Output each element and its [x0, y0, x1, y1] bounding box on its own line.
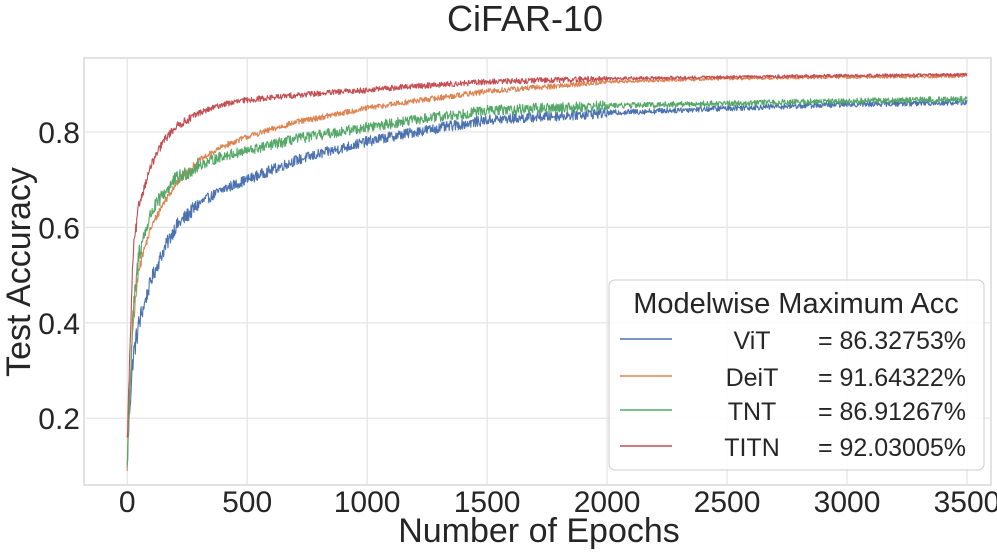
legend-series-name: ViT — [733, 327, 770, 355]
y-tick-labels: 0.2 0.4 0.6 0.8 — [38, 117, 80, 436]
series-lines — [126, 72, 968, 472]
x-tick-label: 3000 — [814, 486, 881, 519]
x-tick-label: 3500 — [934, 486, 997, 519]
legend-title: Modelwise Maximum Acc — [633, 288, 959, 320]
x-tick-label: 1000 — [334, 486, 401, 519]
series-line-deit — [126, 74, 968, 472]
legend: Modelwise Maximum Acc ViT = 86.32753% DeiT… — [608, 279, 985, 471]
x-tick-label: 1500 — [454, 486, 521, 519]
x-tick-label: 500 — [222, 486, 272, 519]
y-tick-label: 0.8 — [38, 117, 80, 150]
x-tick-labels: 0 500 1000 1500 2000 2500 3000 3500 — [119, 486, 997, 519]
legend-entries: ViT = 86.32753% DeiT = 91.64322% TNT = 86.912… — [620, 327, 966, 462]
legend-series-value: = 92.03005% — [818, 434, 966, 462]
legend-series-value: = 86.32753% — [818, 327, 966, 355]
y-tick-label: 0.6 — [38, 212, 80, 245]
x-tick-label: 2500 — [694, 486, 761, 519]
legend-series-name: TNT — [728, 398, 777, 426]
x-tick-label: 0 — [119, 486, 136, 519]
legend-series-value: = 86.91267% — [818, 398, 966, 426]
series-line-vit — [126, 99, 968, 462]
x-axis-title: Number of Epochs — [398, 512, 680, 550]
series-line-titn — [126, 72, 968, 438]
chart-title: CiFAR-10 — [447, 0, 603, 39]
x-tick-label: 2000 — [574, 486, 641, 519]
legend-series-value: = 91.64322% — [818, 364, 966, 392]
legend-box — [608, 279, 985, 471]
legend-series-name: DeiT — [726, 364, 779, 392]
series-line-tnt — [126, 95, 968, 467]
legend-series-name: TITN — [724, 434, 780, 462]
y-axis-title: Test Accuracy — [0, 167, 38, 377]
y-tick-label: 0.4 — [38, 308, 80, 341]
y-tick-label: 0.2 — [38, 403, 80, 436]
